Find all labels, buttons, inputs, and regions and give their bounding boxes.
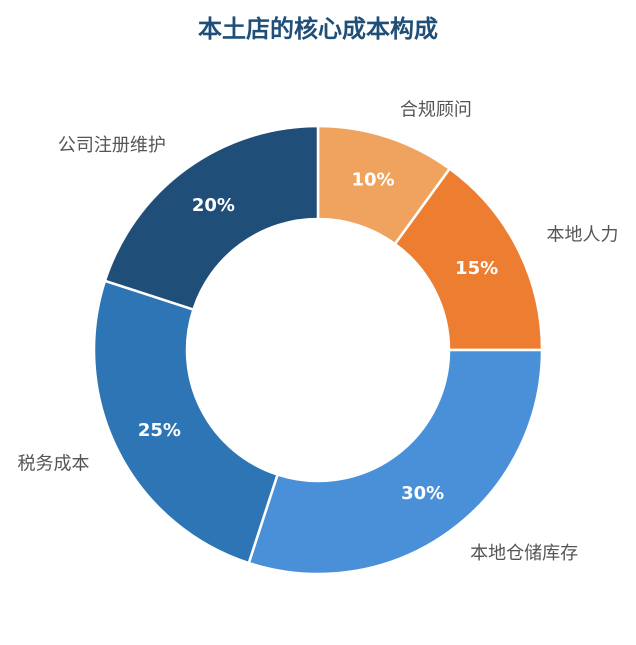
donut-segment bbox=[103, 124, 320, 312]
value-label: 10% bbox=[351, 170, 394, 191]
donut-segment bbox=[247, 348, 544, 576]
value-label: 25% bbox=[138, 420, 181, 441]
category-label: 本地仓储库存 bbox=[470, 543, 578, 564]
value-label: 15% bbox=[455, 258, 498, 279]
value-label: 30% bbox=[401, 483, 444, 504]
category-label: 税务成本 bbox=[17, 453, 89, 474]
value-label: 20% bbox=[192, 195, 235, 216]
category-label: 合规顾问 bbox=[400, 99, 472, 120]
category-label: 本地人力 bbox=[547, 225, 619, 246]
category-label: 公司注册维护 bbox=[58, 135, 166, 156]
chart-title: 本土店的核心成本构成 bbox=[198, 15, 438, 43]
donut-segment bbox=[92, 279, 280, 565]
